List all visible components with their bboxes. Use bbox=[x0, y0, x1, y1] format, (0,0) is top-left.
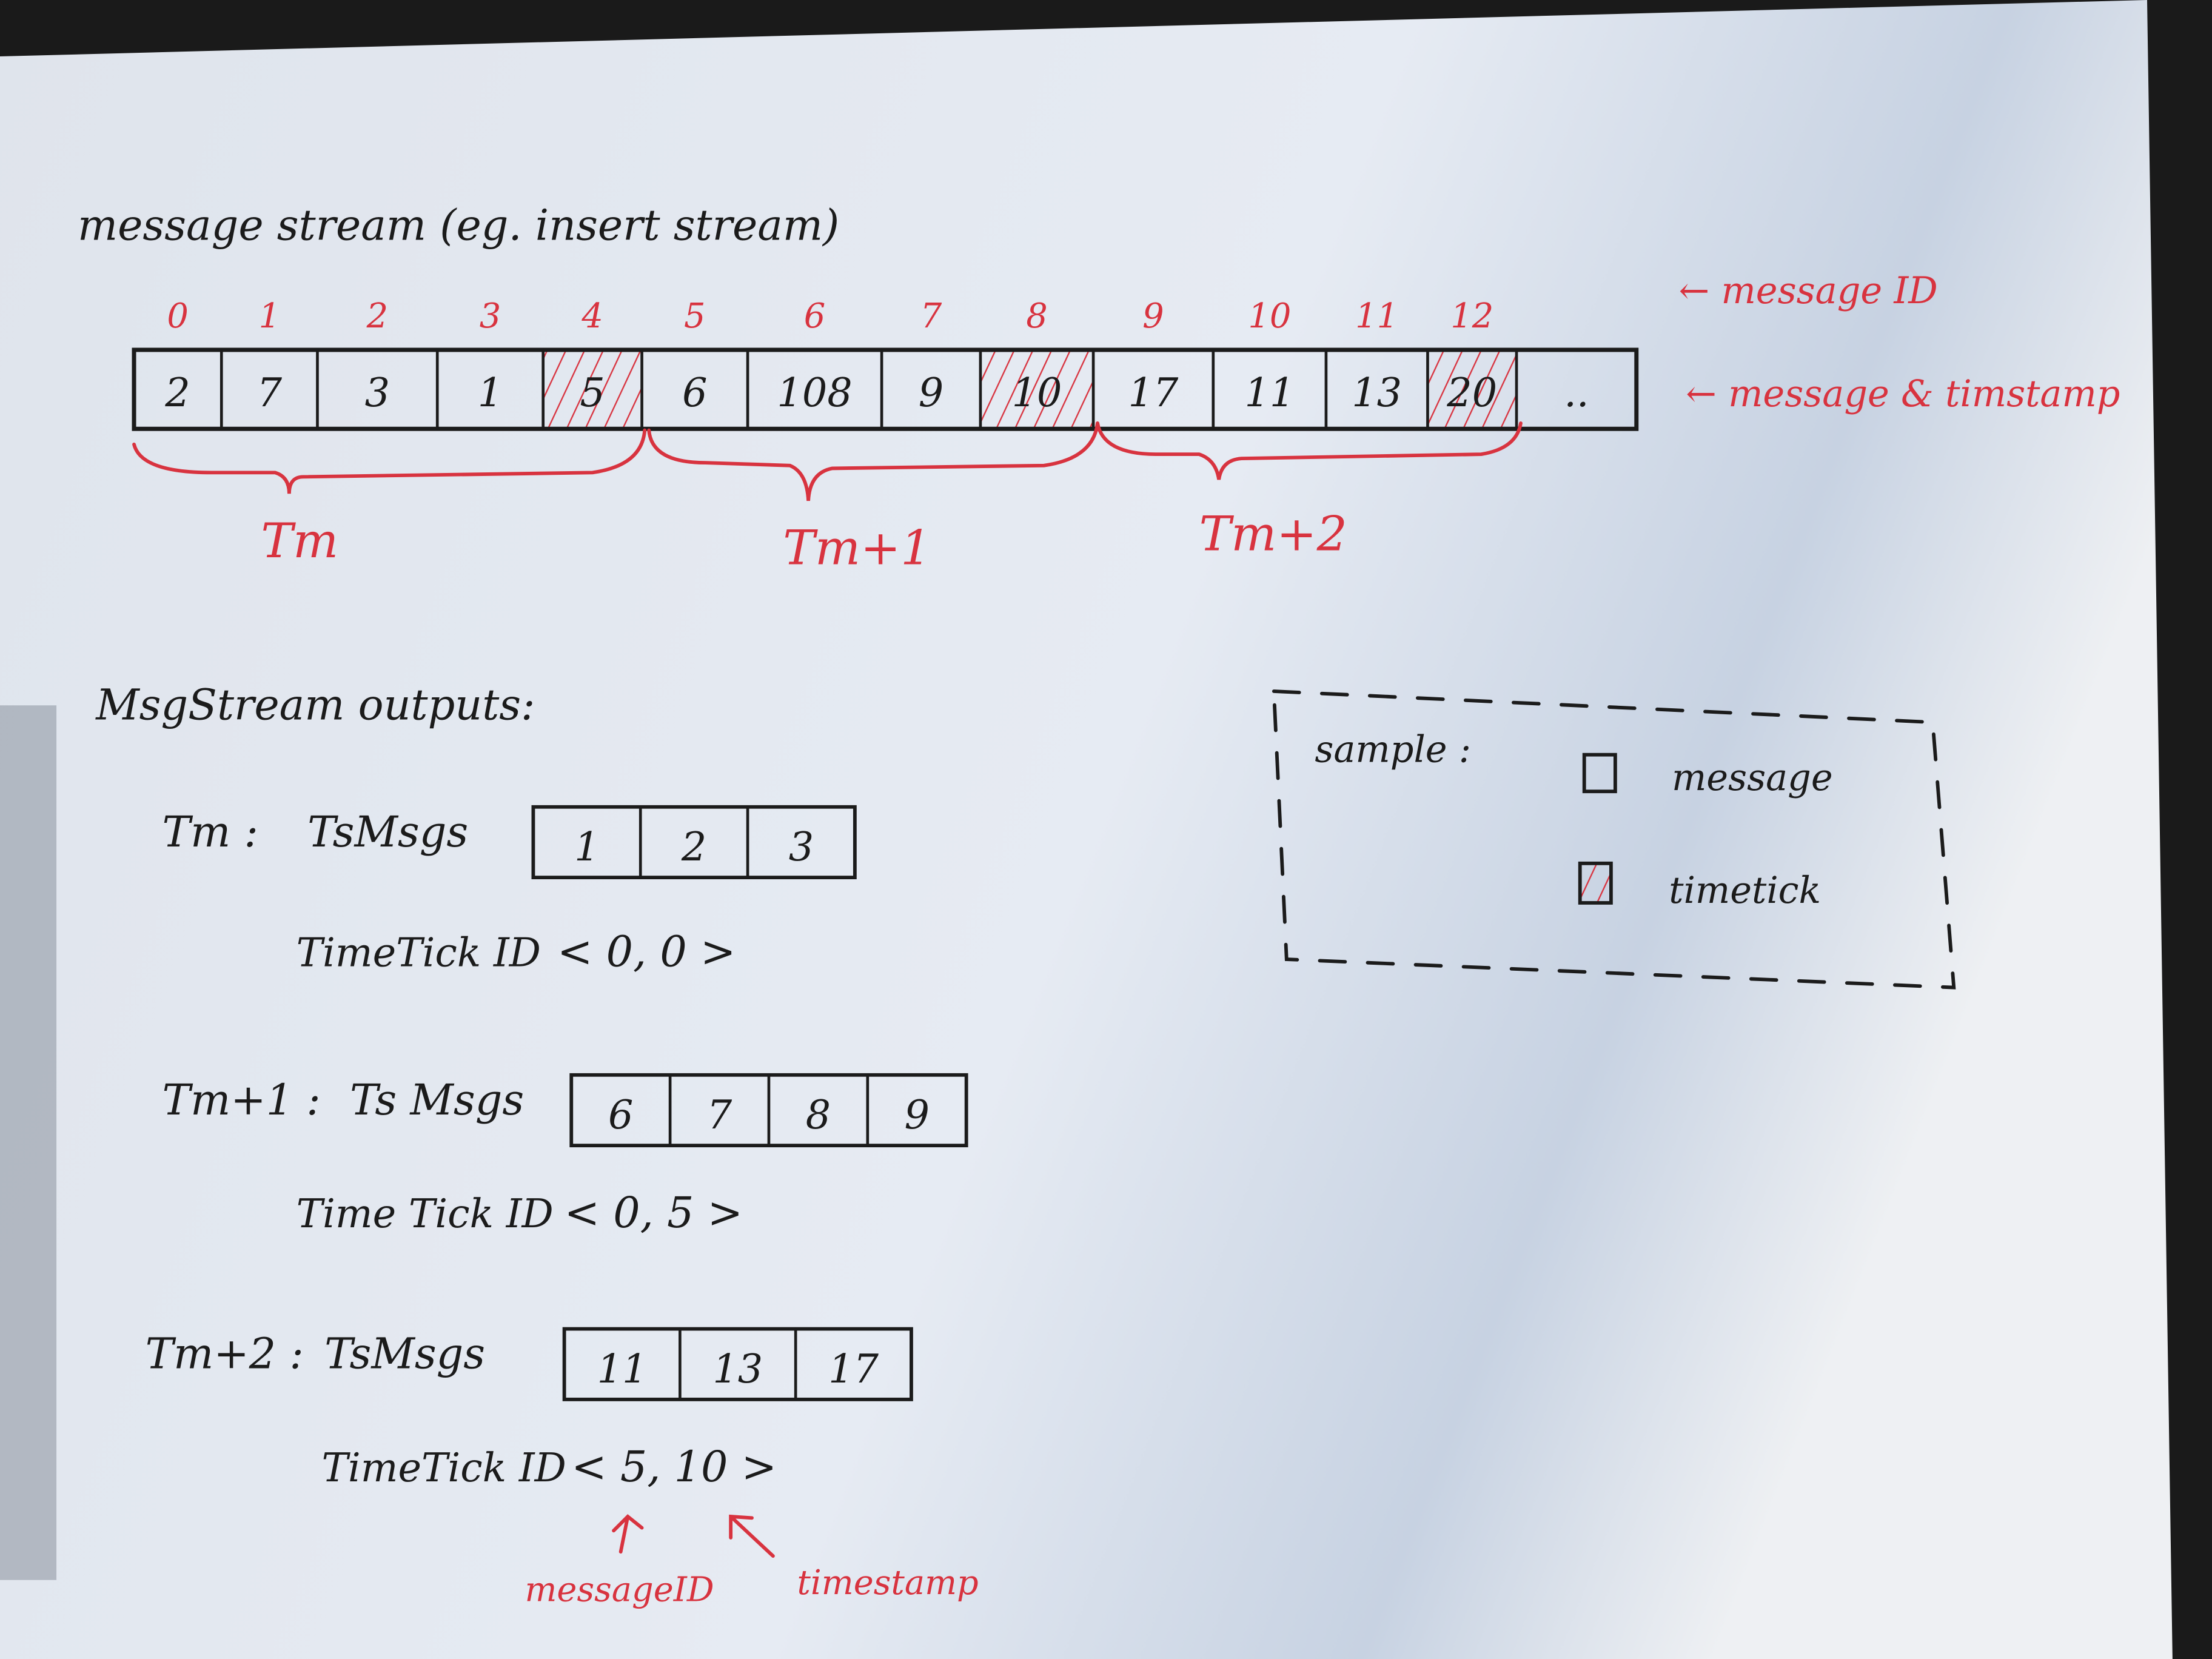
legend-message-swatch bbox=[1582, 752, 1617, 794]
message-id: 4 bbox=[581, 297, 603, 336]
timetick-cell-value: 5 bbox=[580, 370, 605, 416]
timetick-id-label: Time Tick ID bbox=[297, 1191, 554, 1237]
message-cell-value: 17 bbox=[1128, 370, 1179, 416]
tsmsgs-box bbox=[562, 1327, 913, 1401]
message-id: 0 bbox=[167, 297, 189, 336]
interval-label-tm1: Tm+1 bbox=[783, 520, 931, 576]
legend: sample : message timetick bbox=[1272, 689, 1956, 990]
timetick-cell-value: 10 bbox=[1012, 370, 1062, 416]
tsmsg-value: 1 bbox=[574, 825, 599, 870]
legend-timetick-swatch bbox=[1578, 861, 1613, 905]
interval-brace-tm2 bbox=[1096, 421, 1523, 480]
message-id: 10 bbox=[1248, 297, 1291, 336]
message-id: 7 bbox=[920, 297, 942, 336]
output-group-label: Tm+2 : bbox=[146, 1330, 304, 1379]
outputs-heading: MsgStream outputs: bbox=[95, 681, 535, 730]
output-group-label: Tm+1 : bbox=[163, 1076, 321, 1125]
tsmsg-value: 2 bbox=[681, 825, 706, 870]
timetick-hatch bbox=[543, 349, 642, 429]
legend-timetick-label: timetick bbox=[1669, 870, 1821, 912]
tsmsgs-label: Ts Msgs bbox=[350, 1076, 524, 1125]
message-id: 9 bbox=[1142, 297, 1164, 336]
timetick-id-value: < 5, 10 > bbox=[571, 1443, 777, 1492]
interval-brace-tm1 bbox=[647, 421, 1099, 501]
message-cell-value: 6 bbox=[682, 370, 707, 416]
message-cell-value: 11 bbox=[1244, 370, 1295, 416]
timetick-cell-value: 20 bbox=[1446, 370, 1497, 416]
tsmsg-value: 17 bbox=[828, 1347, 879, 1392]
interval-label-tm2: Tm+2 bbox=[1199, 506, 1347, 561]
message-cell-value: 108 bbox=[777, 370, 852, 416]
message-cell-value: 2 bbox=[164, 370, 190, 416]
output-group-label: Tm : bbox=[163, 808, 258, 857]
timetick-id-value: < 0, 0 > bbox=[557, 928, 736, 977]
message-id-row: 0 1 2 3 4 5 6 7 8 9 10 11 12 bbox=[167, 297, 1493, 336]
arrow-to-timestamp-icon bbox=[729, 1514, 775, 1558]
left-shadow bbox=[0, 705, 57, 1580]
annot-timestamp: timestamp bbox=[797, 1563, 978, 1603]
stream-outline bbox=[132, 347, 1639, 431]
message-id: 11 bbox=[1355, 297, 1398, 336]
message-id: 1 bbox=[259, 297, 281, 336]
legend-message-label: message bbox=[1672, 757, 1833, 799]
message-cell-value: 9 bbox=[919, 370, 943, 416]
message-cell-value: .. bbox=[1564, 370, 1589, 416]
stream-row: 2 7 3 1 5 6 108 9 10 17 11 13 20.. bbox=[132, 347, 1639, 431]
tsmsg-value: 11 bbox=[597, 1347, 648, 1392]
tsmsg-value: 6 bbox=[608, 1093, 633, 1138]
tsmsgs-label: TsMsgs bbox=[324, 1330, 485, 1379]
tsmsg-value: 13 bbox=[712, 1347, 763, 1392]
message-id: 12 bbox=[1450, 297, 1493, 336]
arrow-up-message-id-icon bbox=[612, 1514, 644, 1554]
timetick-id-value: < 0, 5 > bbox=[565, 1188, 743, 1238]
tsmsgs-box bbox=[531, 805, 857, 880]
message-id: 8 bbox=[1026, 297, 1048, 336]
tsmsgs-label: TsMsgs bbox=[307, 808, 468, 857]
message-id: 6 bbox=[804, 297, 826, 336]
legend-dashed-border bbox=[1272, 689, 1956, 990]
message-timestamp-label: ← message & timstamp bbox=[1686, 373, 2120, 415]
timetick-hatch bbox=[1427, 349, 1517, 429]
legend-title: sample : bbox=[1315, 728, 1471, 771]
output-groups: Tm : TsMsgs 1 2 3 TimeTick ID < 0, 0 > Tm+1 : Ts… bbox=[146, 805, 968, 1492]
timetick-id-label: TimeTick ID bbox=[321, 1446, 566, 1491]
message-cell-value: 1 bbox=[478, 370, 503, 416]
interval-brace-tm bbox=[132, 428, 647, 494]
message-id: 3 bbox=[480, 297, 501, 336]
annot-message-id: messageID bbox=[525, 1570, 714, 1610]
tsmsg-value: 9 bbox=[905, 1093, 930, 1138]
tsmsg-value: 8 bbox=[806, 1093, 831, 1138]
interval-label-tm: Tm bbox=[261, 513, 338, 569]
message-cell-value: 13 bbox=[1352, 370, 1402, 416]
diagram-title: message stream (eg. insert stream) bbox=[78, 201, 839, 250]
message-id: 5 bbox=[684, 297, 706, 336]
message-id-label: ← message ID bbox=[1679, 270, 1938, 312]
message-cell-value: 3 bbox=[365, 370, 390, 416]
message-cell-value: 7 bbox=[257, 370, 283, 416]
timetick-id-label: TimeTick ID bbox=[297, 931, 541, 976]
tsmsg-value: 3 bbox=[789, 825, 814, 870]
timetick-hatch bbox=[980, 349, 1094, 429]
tsmsg-value: 7 bbox=[707, 1093, 732, 1138]
message-id: 2 bbox=[366, 297, 389, 336]
